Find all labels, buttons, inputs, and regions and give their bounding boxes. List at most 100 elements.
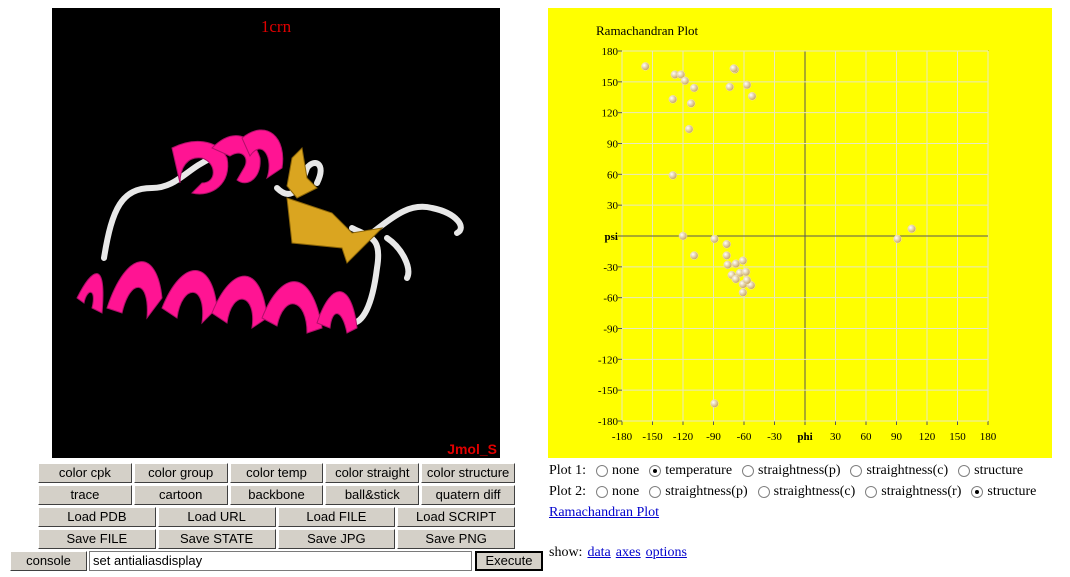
console-button[interactable]: console: [10, 551, 87, 571]
button[interactable]: Load PDB: [38, 507, 156, 527]
button[interactable]: color temp: [229, 463, 324, 483]
y-tick-label: -150: [598, 385, 619, 397]
y-tick-label: 120: [602, 108, 619, 120]
radio-label: straightness(p): [665, 484, 748, 499]
point[interactable]: [741, 267, 751, 277]
show-link[interactable]: axes: [615, 545, 641, 560]
radio-button[interactable]: [850, 465, 863, 477]
x-tick-label: phi: [797, 431, 812, 443]
y-tick-label: 60: [607, 169, 619, 181]
point[interactable]: [689, 251, 699, 260]
point[interactable]: [729, 64, 739, 73]
x-tick-label: -60: [737, 431, 752, 443]
jmol-viewer[interactable]: 1crn Jmol_S: [52, 8, 500, 458]
point[interactable]: [747, 91, 757, 101]
button[interactable]: Save JPG: [277, 529, 396, 549]
point[interactable]: [723, 260, 732, 270]
radio-button[interactable]: [958, 465, 971, 477]
y-tick-label: 180: [602, 46, 619, 58]
radio-button[interactable]: [595, 486, 608, 498]
point[interactable]: [668, 95, 678, 104]
radio-button[interactable]: [865, 486, 878, 498]
point[interactable]: [689, 83, 699, 93]
point[interactable]: [738, 256, 748, 265]
x-tick-label: -150: [642, 431, 663, 443]
x-tick-label: 180: [980, 431, 997, 443]
x-tick-label: 30: [830, 431, 842, 443]
show-link[interactable]: data: [587, 545, 611, 560]
y-tick-label: psi: [605, 231, 618, 243]
link-row: Ramachandran Plot: [549, 505, 659, 521]
point[interactable]: [710, 399, 719, 408]
point[interactable]: [907, 224, 916, 234]
radio-button[interactable]: [595, 465, 608, 477]
ramachandran-link[interactable]: Ramachandran Plot: [549, 505, 660, 520]
viewer-badge: Jmol_S: [447, 441, 497, 457]
button[interactable]: color straight: [325, 463, 420, 483]
x-tick-label: -180: [612, 431, 633, 443]
point[interactable]: [684, 124, 694, 134]
show-label: show:: [549, 545, 583, 560]
show-row: show: data axes options: [549, 545, 687, 561]
show-links: data axes options: [582, 545, 686, 561]
radio-button[interactable]: [742, 465, 755, 477]
point[interactable]: [893, 234, 902, 244]
y-tick-label: -60: [603, 293, 618, 305]
execute-button[interactable]: Execute: [475, 551, 543, 571]
button[interactable]: cartoon: [133, 485, 228, 505]
button[interactable]: color structure: [421, 463, 515, 483]
plot-option-row: Plot 2: none straightness(p) straightness(c…: [549, 484, 1036, 500]
y-tick-label: 150: [602, 77, 619, 89]
ramachandran-chart: Ramachandran Plot -180 -150 -120 -90 -60 -30 p…: [596, 23, 997, 443]
x-tick-label: -30: [767, 431, 782, 443]
x-tick-label: -120: [673, 431, 694, 443]
button[interactable]: trace: [38, 485, 132, 505]
point[interactable]: [725, 82, 735, 92]
point[interactable]: [742, 80, 752, 90]
button[interactable]: ball&stick: [325, 485, 420, 505]
point[interactable]: [680, 76, 690, 86]
radio-button[interactable]: [757, 486, 770, 498]
button[interactable]: color cpk: [38, 463, 132, 483]
button[interactable]: quatern diff: [421, 485, 515, 505]
point[interactable]: [676, 70, 686, 79]
point[interactable]: [722, 239, 731, 249]
y-tick-label: 90: [607, 139, 619, 151]
button[interactable]: Save FILE: [38, 529, 156, 549]
x-tick-label: 90: [891, 431, 903, 443]
point[interactable]: [641, 62, 650, 71]
button[interactable]: color group: [133, 463, 228, 483]
button[interactable]: Load URL: [157, 507, 276, 527]
chart-title: Ramachandran Plot: [596, 23, 699, 38]
point[interactable]: [738, 288, 748, 297]
x-tick-label: 120: [919, 431, 936, 443]
radio-label: structure: [974, 463, 1024, 478]
point[interactable]: [678, 231, 688, 241]
button[interactable]: Load SCRIPT: [397, 507, 515, 527]
radio-button[interactable]: [649, 486, 662, 498]
radio-label: straightness(c): [866, 463, 949, 478]
button[interactable]: backbone: [229, 485, 324, 505]
y-tick-label: 30: [607, 200, 619, 212]
ramachandran-panel: Ramachandran Plot -180 -150 -120 -90 -60 -30 p…: [548, 8, 1052, 458]
radio-button[interactable]: [649, 465, 662, 477]
point[interactable]: [710, 234, 719, 244]
button[interactable]: Save PNG: [397, 529, 515, 549]
y-tick-label: -120: [598, 354, 619, 366]
point[interactable]: [686, 99, 696, 108]
point[interactable]: [668, 171, 678, 180]
button[interactable]: Save STATE: [157, 529, 276, 549]
point[interactable]: [722, 251, 731, 260]
radio-label: none: [611, 484, 640, 499]
point[interactable]: [731, 259, 741, 268]
y-tick-label: -180: [598, 416, 619, 428]
helix: [76, 129, 358, 334]
point[interactable]: [731, 274, 741, 284]
show-link[interactable]: options: [645, 545, 687, 560]
point[interactable]: [742, 275, 752, 285]
console-input[interactable]: set antialiasdisplay: [89, 551, 472, 571]
x-tick-label: 60: [861, 431, 873, 443]
button[interactable]: Load FILE: [277, 507, 396, 527]
radio-button[interactable]: [971, 486, 984, 498]
plot-label: Plot 2:: [549, 484, 586, 499]
